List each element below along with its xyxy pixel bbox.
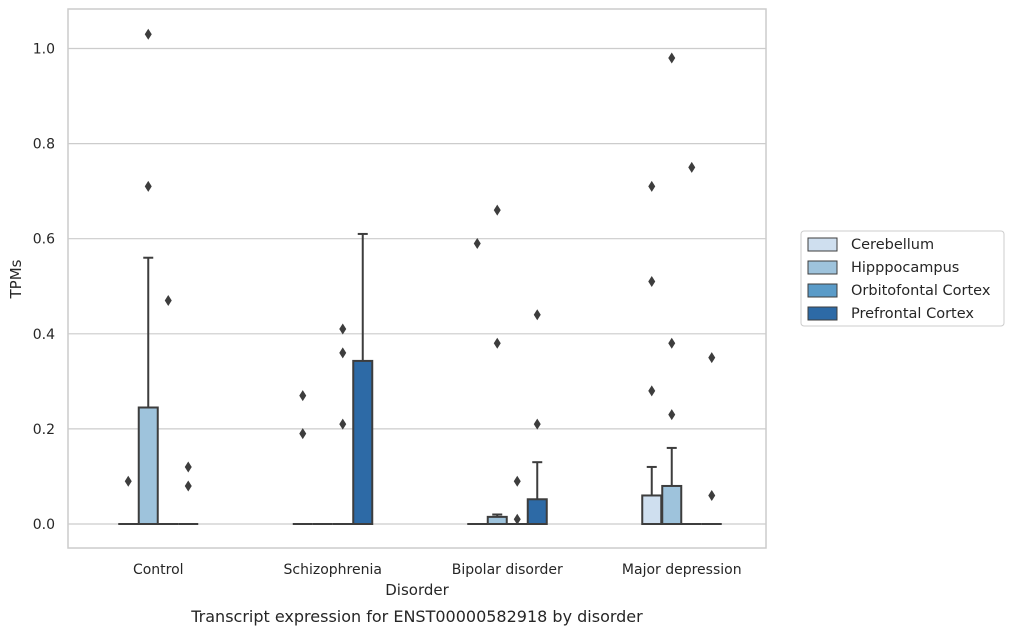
outlier-point xyxy=(144,180,152,192)
x-tick-labels: Control Schizophrenia Bipolar disorder Majo… xyxy=(133,562,742,578)
legend-label: Prefrontal Cortex xyxy=(851,306,974,322)
y-tick-labels: 0.0 0.2 0.4 0.6 0.8 1.0 xyxy=(33,42,55,534)
box-orbitofontal-cortex xyxy=(681,161,702,525)
figure-caption: Transcript expression for ENST0000058291… xyxy=(190,607,643,626)
legend-swatch xyxy=(807,283,838,298)
box-orbitofontal-cortex xyxy=(158,295,179,525)
outlier-point xyxy=(184,480,192,492)
outlier-point xyxy=(493,204,501,216)
legend-swatch xyxy=(807,260,838,275)
box-cerebellum xyxy=(292,390,313,525)
outlier-point xyxy=(339,323,347,335)
box-hipppocampus xyxy=(486,204,508,525)
outlier-point xyxy=(299,428,307,440)
x-tick-label: Bipolar disorder xyxy=(452,562,563,578)
outlier-point xyxy=(648,385,656,397)
y-tick-label: 0.4 xyxy=(33,327,55,343)
box-cerebellum xyxy=(118,475,139,525)
box-prefrontal-cortex xyxy=(352,232,374,525)
x-tick-label: Schizophrenia xyxy=(284,562,382,578)
outlier-point xyxy=(184,461,192,473)
y-tick-label: 1.0 xyxy=(33,42,55,58)
box xyxy=(641,494,663,526)
outlier-point xyxy=(688,161,696,173)
outlier-point xyxy=(533,418,541,430)
outlier-point xyxy=(473,237,481,249)
box-hipppocampus xyxy=(661,52,683,525)
outlier-point xyxy=(299,390,307,402)
legend-label: Orbitofontal Cortex xyxy=(851,283,991,299)
legend-swatch xyxy=(807,306,838,321)
x-axis-label: Disorder xyxy=(385,581,449,599)
x-tick-label: Major depression xyxy=(622,562,742,578)
box xyxy=(352,359,374,525)
outlier-point xyxy=(668,337,676,349)
outlier-point xyxy=(648,180,656,192)
outlier-point xyxy=(339,347,347,359)
box-prefrontal-cortex xyxy=(178,461,199,525)
outlier-point xyxy=(648,275,656,287)
y-tick-label: 0.2 xyxy=(33,422,55,438)
legend-frame xyxy=(800,230,1005,327)
y-axis-label: TPMs xyxy=(7,259,25,299)
box xyxy=(486,515,508,525)
outlier-point xyxy=(708,489,716,501)
box xyxy=(526,498,548,525)
box-hipppocampus xyxy=(137,28,159,525)
y-tick-label: 0.0 xyxy=(33,517,55,533)
box-prefrontal-cortex xyxy=(526,309,548,525)
boxplots xyxy=(118,28,722,526)
legend-swatch xyxy=(807,237,838,252)
legend-label: Cerebellum xyxy=(851,237,934,253)
outlier-point xyxy=(668,52,676,64)
outlier-point xyxy=(708,352,716,364)
box xyxy=(137,406,159,525)
box-cerebellum xyxy=(467,237,488,525)
box xyxy=(661,484,683,525)
legend: Cerebellum Hipppocampus Orbitofontal Corte… xyxy=(800,230,1005,327)
outlier-point xyxy=(533,309,541,321)
outlier-point xyxy=(144,28,152,40)
y-tick-label: 0.6 xyxy=(33,232,55,248)
outlier-point xyxy=(513,513,521,525)
legend-label: Hipppocampus xyxy=(851,260,959,276)
x-tick-label: Control xyxy=(133,562,184,578)
y-tick-label: 0.8 xyxy=(33,137,55,153)
plot-area xyxy=(68,9,766,548)
outlier-point xyxy=(339,418,347,430)
box-prefrontal-cortex xyxy=(701,352,722,525)
outlier-point xyxy=(493,337,501,349)
box-orbitofontal-cortex xyxy=(332,323,353,525)
outlier-point xyxy=(513,475,521,487)
outlier-point xyxy=(124,475,132,487)
outlier-point xyxy=(668,409,676,421)
outlier-point xyxy=(164,295,172,307)
box-orbitofontal-cortex xyxy=(507,475,528,525)
plot-frame xyxy=(67,8,767,549)
